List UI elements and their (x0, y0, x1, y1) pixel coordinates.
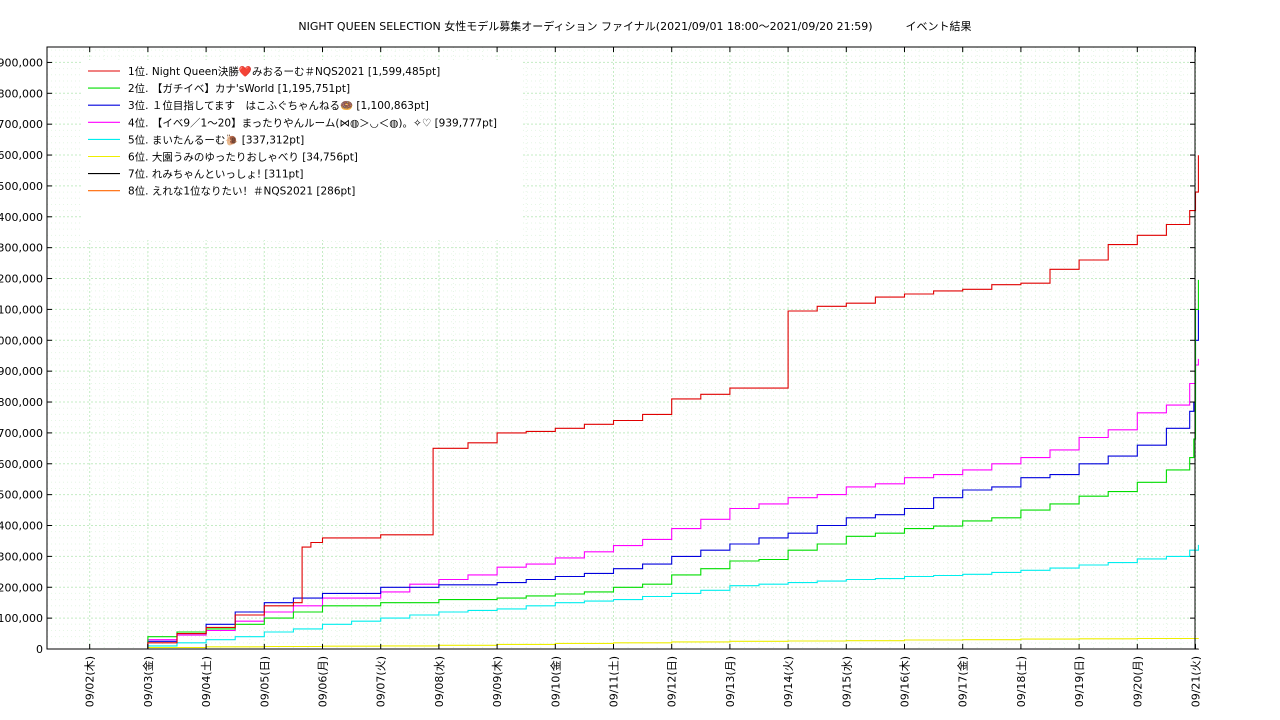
y-tick-label: 200,000 (0, 581, 43, 594)
y-tick-label: 500,000 (0, 489, 43, 502)
y-tick-label: 1,800,000 (0, 87, 43, 100)
legend-label-8: 8位. えれな1位なりたい！＃NQS2021 [286pt] (128, 185, 355, 198)
y-tick-label: 700,000 (0, 427, 43, 440)
legend-label-3: 3位. １位目指してます はこふぐちゃんねる🍩 [1,100,863pt] (128, 99, 429, 112)
x-tick-label: 09/21(火) (1190, 656, 1203, 707)
x-axis: 09/02(木) 09/03(金) 09/04(土) 09/05(日) 09/06(月)… (84, 47, 1203, 707)
plot-frame (46, 46, 1196, 650)
y-tick-label: 1,600,000 (0, 149, 43, 162)
x-tick-label: 09/09(木) (491, 656, 504, 707)
legend-label-5: 5位. まいたんるーむ🐌 [337,312pt] (128, 133, 304, 146)
series-line-2 (118, 279, 1199, 650)
y-tick-label: 1,000,000 (0, 334, 43, 347)
y-axis: 0 100,000 200,000 300,000 400,000 500,000 600,… (0, 56, 1195, 656)
x-tick-label: 09/07(火) (375, 656, 388, 707)
y-tick-label: 1,700,000 (0, 118, 43, 131)
series-line-1 (118, 155, 1199, 650)
x-tick-label: 09/17(金) (956, 656, 970, 707)
legend-label-1: 1位. Night Queen決勝❤️みおるーむ＃NQS2021 [1,599,… (128, 65, 440, 78)
y-tick-label: 0 (36, 643, 43, 656)
x-tick-label: 09/15(水) (840, 656, 853, 707)
y-tick-label: 1,200,000 (0, 273, 43, 286)
x-tick-label: 09/06(月) (317, 656, 330, 707)
y-tick-label: 600,000 (0, 458, 43, 471)
x-tick-label: 09/20(月) (1131, 656, 1144, 707)
legend-label-6: 6位. 大園うみのゆったりおしゃべり [34,756pt] (128, 151, 358, 164)
x-tick-label: 09/11(土) (608, 656, 621, 707)
x-tick-label: 09/18(土) (1015, 656, 1028, 707)
y-tick-label: 1,100,000 (0, 303, 43, 316)
series-line-6 (118, 637, 1199, 650)
y-tick-label: 300,000 (0, 550, 43, 563)
x-tick-label: 09/19(日) (1073, 656, 1086, 707)
x-tick-label: 09/12(日) (666, 656, 679, 707)
legend: 1位. Night Queen決勝❤️みおるーむ＃NQS2021 [1,599,… (88, 65, 497, 198)
x-tick-label: 09/02(木) (84, 656, 97, 707)
y-tick-label: 900,000 (0, 365, 43, 378)
x-tick-label: 09/04(土) (200, 656, 213, 707)
x-tick-label: 09/14(火) (782, 656, 795, 707)
y-tick-label: 400,000 (0, 520, 43, 533)
y-tick-label: 1,400,000 (0, 211, 43, 224)
series-line-3 (118, 309, 1199, 650)
legend-background (83, 60, 523, 240)
y-tick-label: 1,900,000 (0, 56, 43, 69)
y-tick-label: 1,500,000 (0, 180, 43, 193)
y-tick-label: 800,000 (0, 396, 43, 409)
x-tick-label: 09/05(日) (258, 656, 271, 707)
y-tick-label: 100,000 (0, 612, 43, 625)
series-line-5 (118, 544, 1199, 650)
x-tick-label: 09/08(水) (433, 656, 446, 707)
x-tick-label: 09/16(木) (899, 656, 912, 707)
legend-label-4: 4位. 【イベ9／1〜20】まったりやんルーム(⋈◍＞◡＜◍)。✧♡ [939,… (128, 116, 497, 129)
x-tick-label: 09/10(金) (548, 656, 562, 707)
legend-label-7: 7位. れみちゃんといっしょ! [311pt] (128, 168, 303, 181)
legend-label-2: 2位. 【ガチイベ】カナ'sWorld [1,195,751pt] (128, 82, 350, 95)
x-tick-label: 09/13(月) (724, 656, 737, 707)
series-line-4 (118, 358, 1199, 650)
y-tick-label: 1,300,000 (0, 242, 43, 255)
x-tick-label: 09/03(金) (141, 656, 155, 707)
chart-title: NIGHT QUEEN SELECTION 女性モデル募集オーディション ファイ… (298, 19, 971, 33)
